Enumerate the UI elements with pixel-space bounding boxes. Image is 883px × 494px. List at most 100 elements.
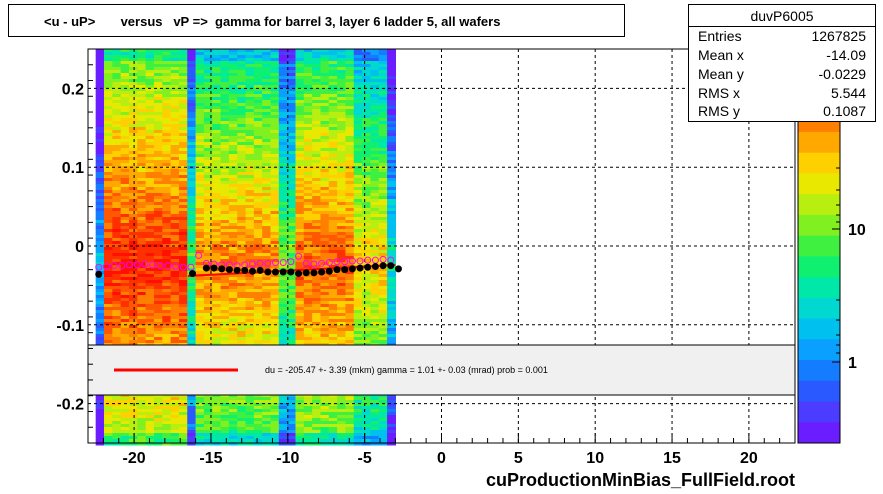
profile-point-black	[364, 263, 372, 271]
heat-cell	[212, 187, 222, 191]
heat-cell	[112, 406, 122, 410]
heat-cell	[120, 328, 130, 332]
heat-cell	[287, 160, 297, 164]
heat-cell	[95, 280, 105, 284]
heat-cell	[203, 73, 213, 77]
heat-cell	[378, 67, 388, 71]
profile-point-magenta	[325, 259, 333, 267]
heat-cell	[104, 316, 113, 320]
heat-cell	[320, 127, 330, 131]
heat-cell	[220, 67, 230, 71]
heat-cell	[95, 55, 105, 59]
heat-cell	[262, 79, 272, 83]
heat-cell	[312, 253, 322, 257]
heat-cell	[262, 295, 272, 299]
heat-cell	[203, 418, 213, 422]
heat-cell	[203, 97, 213, 101]
heat-cell	[287, 157, 297, 161]
heat-cell	[278, 226, 288, 230]
heat-cell	[112, 238, 122, 242]
heat-cell	[328, 103, 338, 107]
heat-cell	[162, 115, 172, 119]
heat-cell	[303, 193, 313, 197]
heat-cell	[245, 436, 255, 440]
heat-cell	[270, 238, 280, 242]
heat-cell	[203, 178, 213, 182]
heat-cell	[353, 52, 363, 56]
heat-cell	[245, 247, 255, 251]
heat-cell	[128, 112, 138, 116]
heat-cell	[320, 115, 330, 119]
heat-cell	[128, 133, 138, 137]
heat-cell	[104, 337, 113, 341]
heat-cell	[370, 166, 380, 170]
heat-cell	[162, 181, 172, 185]
heat-cell	[145, 409, 155, 413]
heat-cell	[262, 133, 272, 137]
heat-cell	[128, 424, 138, 428]
heat-cell	[287, 214, 297, 218]
heat-cell	[162, 259, 172, 263]
heat-cell	[145, 340, 155, 344]
heat-cell	[262, 283, 272, 287]
heat-cell	[303, 202, 313, 206]
heat-cell	[378, 169, 388, 173]
heat-cell	[287, 274, 297, 278]
heat-cell	[353, 283, 363, 287]
heat-cell	[378, 340, 388, 344]
heat-cell	[328, 238, 338, 242]
heat-cell	[120, 112, 130, 116]
heat-cell	[104, 400, 113, 404]
heat-cell	[104, 211, 113, 215]
heat-cell	[328, 127, 338, 131]
heat-cell	[95, 112, 105, 116]
heat-cell	[187, 256, 197, 260]
heat-cell	[295, 433, 305, 437]
heat-cell	[245, 394, 255, 398]
heat-cell	[312, 238, 322, 242]
heat-cell	[353, 202, 363, 206]
heat-cell	[145, 442, 155, 446]
heat-cell	[128, 436, 138, 440]
heat-cell	[245, 277, 255, 281]
heat-cell	[278, 106, 288, 110]
heat-cell	[95, 178, 105, 182]
heat-cell	[120, 424, 130, 428]
heat-cell	[212, 130, 222, 134]
heat-cell	[203, 286, 213, 290]
heat-cell	[378, 145, 388, 149]
heat-cell	[328, 337, 338, 341]
heat-cell	[112, 148, 122, 152]
heat-cell	[245, 427, 255, 431]
heat-cell	[337, 163, 347, 167]
heat-cell	[220, 286, 230, 290]
heat-cell	[95, 157, 105, 161]
heat-cell	[303, 100, 313, 104]
heat-cell	[262, 52, 272, 56]
x-tick-label: 0	[437, 450, 446, 467]
heat-cell	[170, 136, 180, 140]
heat-cell	[337, 316, 347, 320]
heat-cell	[370, 52, 380, 56]
heat-cell	[104, 328, 113, 332]
heat-cell	[262, 292, 272, 296]
heat-cell	[120, 412, 130, 416]
heat-cell	[287, 52, 297, 56]
heat-cell	[253, 430, 263, 434]
heat-cell	[120, 166, 130, 170]
heat-cell	[153, 334, 163, 338]
heat-cell	[95, 250, 105, 254]
heat-cell	[153, 151, 163, 155]
heat-cell	[228, 253, 238, 257]
profile-point-magenta	[118, 262, 126, 270]
heat-cell	[270, 394, 280, 398]
heat-cell	[337, 118, 347, 122]
heat-cell	[320, 76, 330, 80]
heat-cell	[245, 151, 255, 155]
heat-cell	[95, 283, 105, 287]
heat-cell	[170, 163, 180, 167]
heat-cell	[128, 142, 138, 146]
heat-cell	[137, 157, 147, 161]
heat-cell	[162, 124, 172, 128]
heat-cell	[153, 115, 163, 119]
